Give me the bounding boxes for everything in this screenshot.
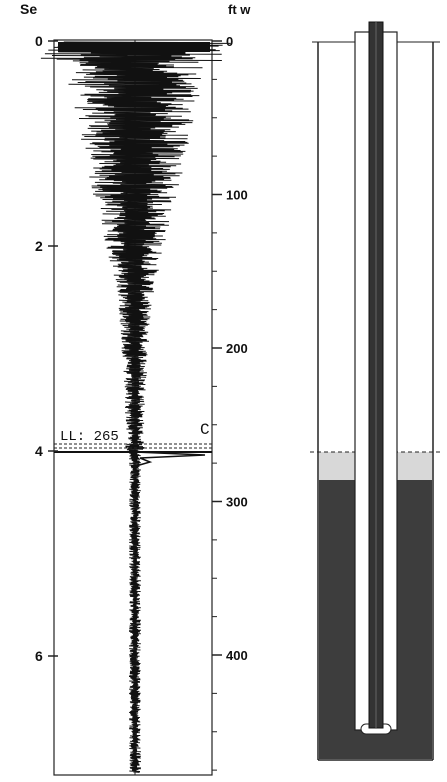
right-axis-tick-label: 0 xyxy=(226,34,233,49)
left-axis-tick-label: 6 xyxy=(35,648,43,664)
left-axis-tick-label: 4 xyxy=(35,443,43,459)
left-axis-tick-label: 2 xyxy=(35,238,43,254)
right-axis-tick-label: 200 xyxy=(226,341,248,356)
left-axis-ticks: 0 2 4 6 xyxy=(35,33,58,664)
trace-panel-border xyxy=(53,39,213,776)
liquid-level-side-marker: C xyxy=(200,421,210,439)
wellbore-schematic xyxy=(310,21,440,761)
trace-panel: Se 0 2 4 6 ft w 0 100 200 300 400 LL: 265 C xyxy=(20,1,251,776)
liquid-level-reflection xyxy=(134,451,206,467)
liquid-level-marker: LL: 265 C xyxy=(54,421,212,449)
left-axis-unit-label: Se xyxy=(20,1,37,17)
liquid-level-label: LL: 265 xyxy=(60,429,119,445)
acoustic-trace xyxy=(40,41,231,773)
right-axis-tick-label: 400 xyxy=(226,648,248,663)
right-axis-tick-label: 300 xyxy=(226,495,248,510)
left-axis-tick-label: 0 xyxy=(35,33,43,49)
initial-shot-pulse xyxy=(58,42,210,52)
right-axis-ticks: 0 100 200 300 400 xyxy=(212,34,248,771)
right-axis-tick-label: 100 xyxy=(226,188,248,203)
right-axis-unit-label: ft w xyxy=(228,2,251,17)
acoustic-trace-waveform xyxy=(40,41,231,773)
